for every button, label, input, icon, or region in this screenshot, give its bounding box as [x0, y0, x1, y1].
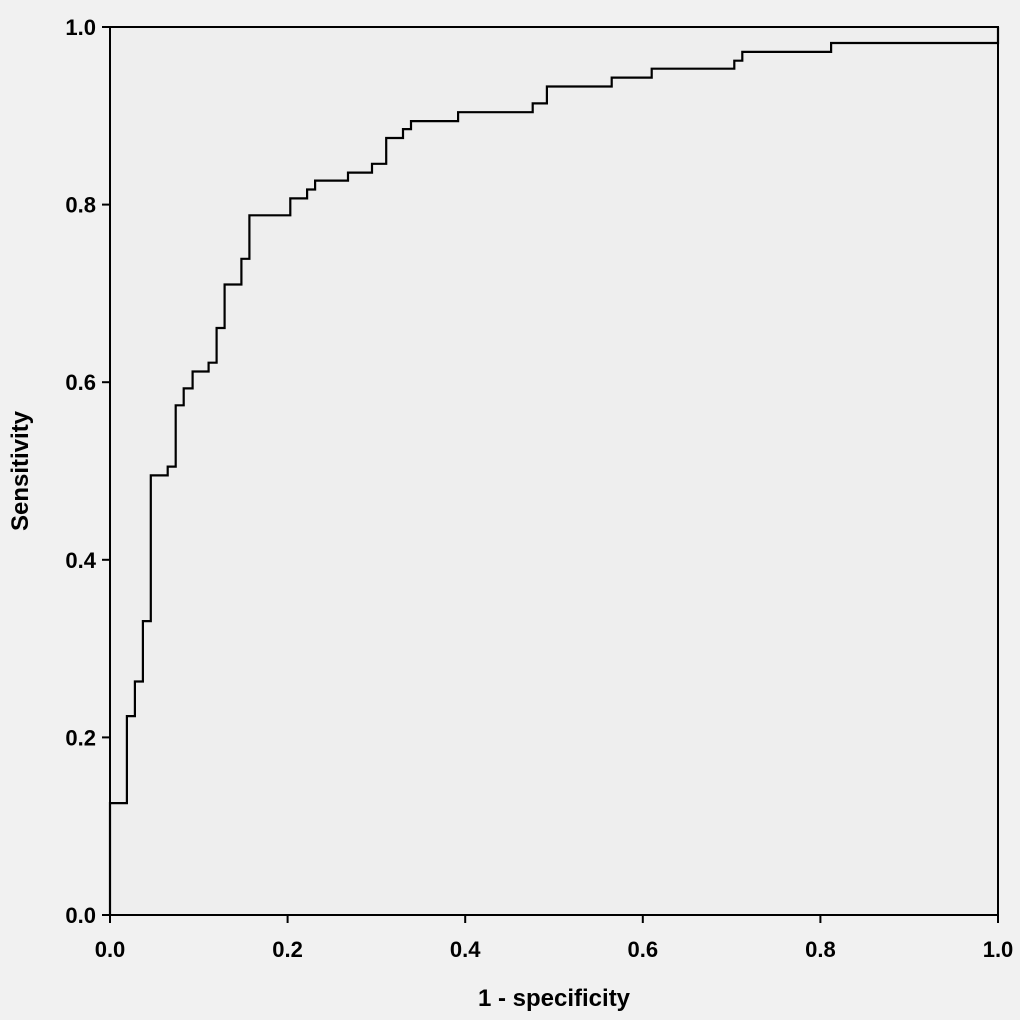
y-tick-label: 0.0 [65, 903, 96, 928]
x-tick-label: 0.6 [628, 937, 659, 962]
y-axis-ticks: 0.0 0.2 0.4 0.6 0.8 1.0 [65, 15, 110, 928]
x-tick-label: 0.4 [450, 937, 481, 962]
x-tick-label: 1.0 [983, 937, 1014, 962]
y-tick-label: 0.2 [65, 725, 96, 750]
x-axis-ticks: 0.0 0.2 0.4 0.6 0.8 1.0 [95, 915, 1014, 962]
x-tick-label: 0.2 [272, 937, 303, 962]
y-tick-label: 0.6 [65, 370, 96, 395]
y-tick-label: 0.8 [65, 193, 96, 218]
y-axis-label: Sensitivity [7, 410, 34, 531]
y-tick-label: 0.4 [65, 548, 96, 573]
plot-area [110, 27, 998, 915]
roc-curve [108, 27, 1000, 915]
plot-frame [109, 26, 999, 916]
x-axis-label: 1 - specificity [478, 985, 631, 1012]
y-tick-label: 1.0 [65, 15, 96, 40]
x-tick-label: 0.8 [805, 937, 836, 962]
x-tick-label: 0.0 [95, 937, 126, 962]
